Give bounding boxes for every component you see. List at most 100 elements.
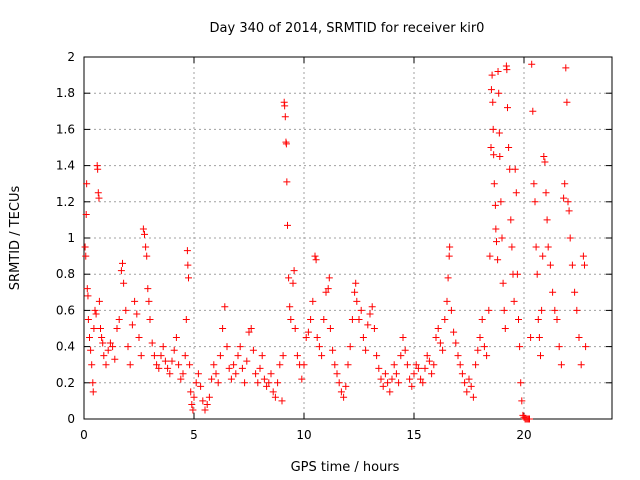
data-point <box>490 151 498 159</box>
data-point <box>95 297 103 305</box>
data-point <box>283 178 291 186</box>
data-point <box>441 315 449 323</box>
data-point <box>109 343 117 351</box>
data-point <box>267 370 275 378</box>
data-point <box>390 361 398 369</box>
data-point <box>500 306 508 314</box>
data-point <box>518 397 526 405</box>
data-point <box>333 370 341 378</box>
x-tick-label: 15 <box>406 428 421 442</box>
data-point <box>153 361 161 369</box>
data-point <box>184 261 192 269</box>
data-point <box>388 375 396 383</box>
data-point <box>281 102 289 110</box>
data-point <box>279 352 287 360</box>
data-point <box>483 352 491 360</box>
data-point <box>540 153 548 161</box>
data-point <box>274 379 282 387</box>
data-point <box>87 346 95 354</box>
data-point <box>412 361 420 369</box>
data-point <box>291 325 299 332</box>
data-point <box>201 406 209 414</box>
data-point <box>425 357 433 365</box>
data-point <box>503 66 511 74</box>
data-point <box>452 339 460 347</box>
data-point <box>197 382 205 390</box>
data-point <box>190 393 198 401</box>
data-point <box>300 361 308 369</box>
data-point <box>463 388 471 396</box>
data-point <box>315 343 323 351</box>
data-point <box>88 361 96 369</box>
data-point <box>117 267 125 275</box>
data-point <box>399 334 407 342</box>
data-point <box>355 315 363 323</box>
data-point <box>144 285 152 293</box>
data-point <box>469 393 477 401</box>
data-point <box>501 325 509 332</box>
data-point <box>579 252 587 260</box>
data-point <box>234 352 242 360</box>
data-point <box>348 315 356 323</box>
data-point <box>538 306 546 314</box>
data-point <box>535 334 543 342</box>
data-point <box>187 388 195 396</box>
data-point <box>208 375 216 383</box>
data-point <box>236 343 244 351</box>
data-point <box>533 270 541 278</box>
data-point <box>443 297 451 305</box>
data-point <box>434 325 442 332</box>
data-point <box>99 339 107 347</box>
data-point <box>271 393 279 401</box>
data-point <box>423 352 431 360</box>
data-point <box>210 361 218 369</box>
data-point <box>573 306 581 314</box>
x-tick-label: 5 <box>190 428 198 442</box>
data-point <box>472 361 480 369</box>
data-point <box>370 325 378 332</box>
data-point <box>142 243 150 251</box>
data-point <box>516 343 524 351</box>
data-point <box>351 288 359 296</box>
y-tick-label: 0.2 <box>56 376 75 390</box>
data-point <box>313 334 321 342</box>
data-point <box>551 306 559 314</box>
data-point <box>487 144 495 151</box>
data-point <box>527 334 535 342</box>
data-point <box>410 370 418 378</box>
data-point <box>543 216 551 224</box>
data-point <box>582 343 590 351</box>
data-point <box>302 334 310 342</box>
data-point <box>546 261 554 269</box>
data-point <box>95 194 103 202</box>
axis-ticks: 00.20.40.60.811.21.41.61.820 5 10 15 20 <box>56 50 612 442</box>
data-point <box>128 321 136 329</box>
data-point <box>141 230 148 238</box>
data-point <box>519 411 527 419</box>
data-point <box>456 361 464 369</box>
data-point <box>357 306 365 314</box>
data-point <box>467 382 475 390</box>
data-point <box>133 310 141 318</box>
data-point <box>395 379 403 387</box>
y-tick-label: 0.4 <box>56 340 75 354</box>
data-point <box>181 352 189 360</box>
y-tick-label: 1.6 <box>56 122 75 136</box>
data-point <box>258 352 266 360</box>
data-point <box>254 379 262 387</box>
data-point <box>298 375 306 383</box>
data-point <box>568 261 576 269</box>
data-point <box>214 379 222 387</box>
data-point <box>539 252 547 260</box>
data-point <box>322 288 330 296</box>
data-point <box>549 288 557 296</box>
data-point <box>446 243 454 251</box>
data-point <box>249 346 257 354</box>
data-point <box>344 361 352 369</box>
data-point <box>186 361 194 369</box>
data-point <box>91 306 99 314</box>
data-point <box>124 343 132 351</box>
data-point <box>507 216 515 224</box>
data-point <box>189 406 197 414</box>
data-point <box>337 388 345 396</box>
